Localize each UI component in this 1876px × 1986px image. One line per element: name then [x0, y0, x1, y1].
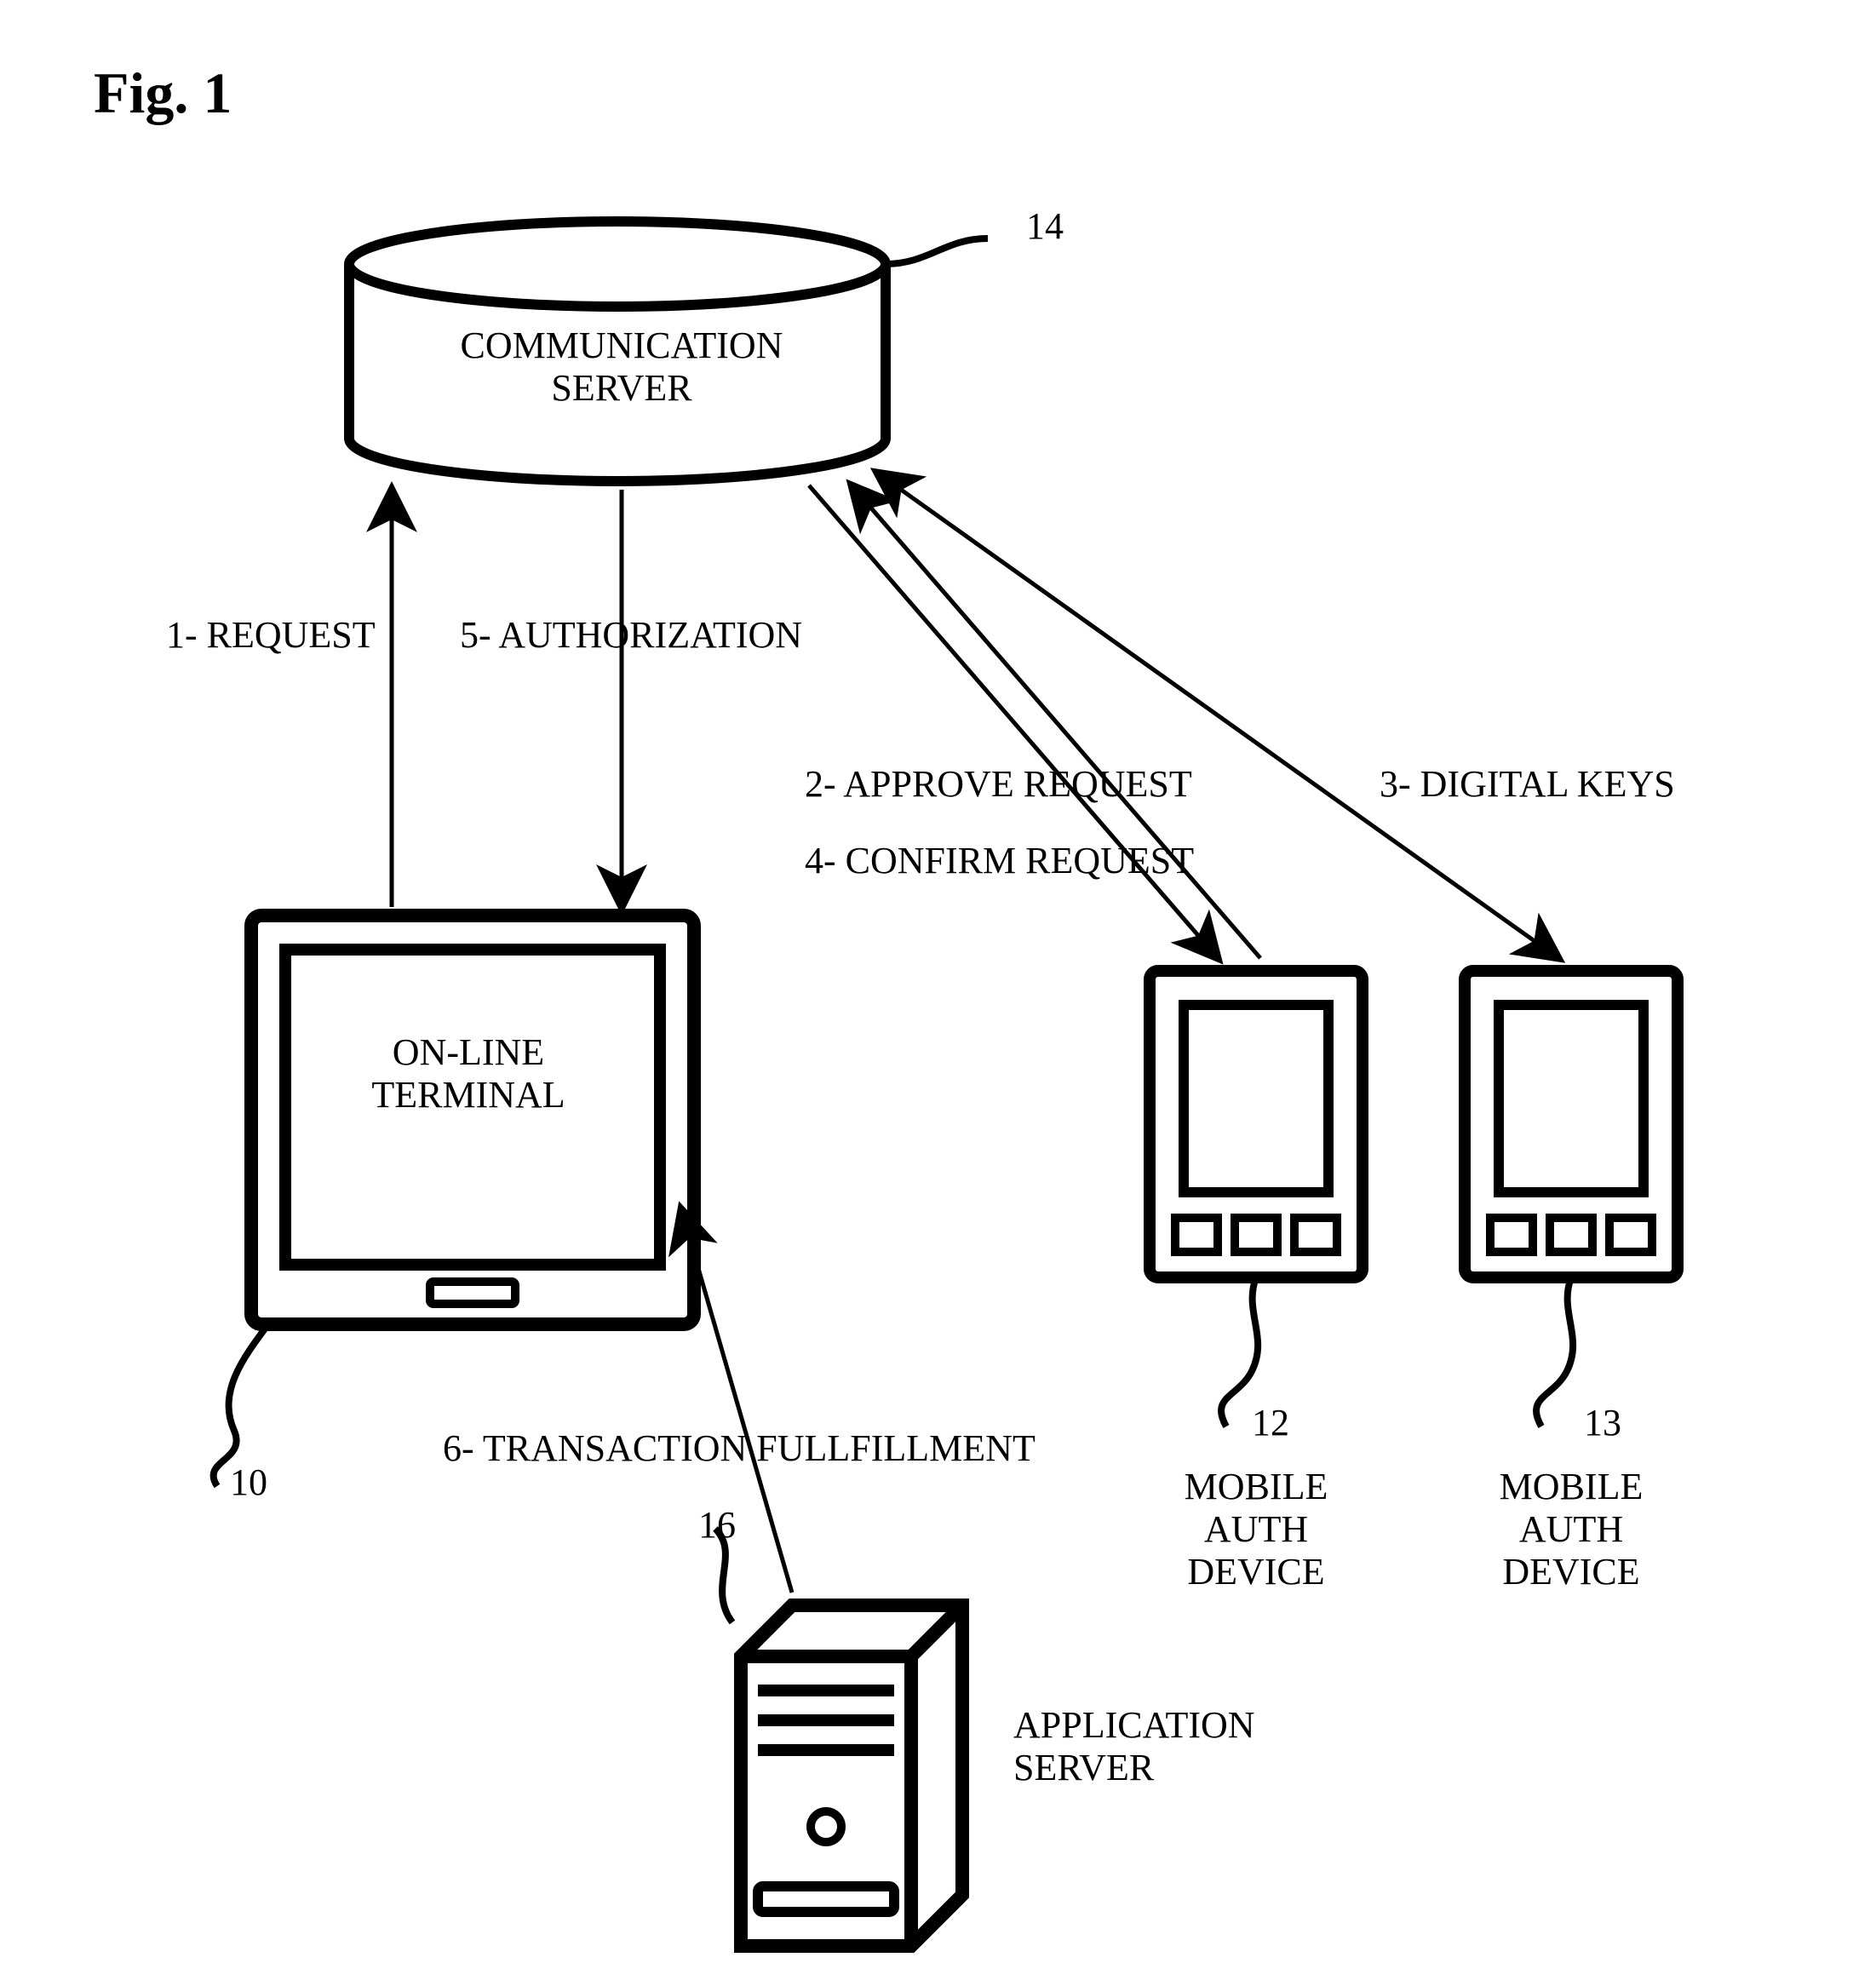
mobile1-icon	[1150, 971, 1363, 1426]
terminal-label-2: TERMINAL	[307, 1073, 630, 1116]
comm-server-label-2: SERVER	[460, 366, 783, 410]
mobile1-label-1: MOBILE	[1158, 1465, 1354, 1508]
arrow-confirm	[852, 485, 1260, 958]
terminal-icon	[214, 916, 694, 1486]
mobile2-icon	[1465, 971, 1678, 1426]
flow-4-confirm: 4- CONFIRM REQUEST	[805, 839, 1194, 882]
flow-5-authorization: 5- AUTHORIZATION	[460, 613, 802, 657]
mobile1-ref: 12	[1252, 1402, 1289, 1444]
terminal-label-1: ON-LINE	[307, 1030, 630, 1074]
arrow-digital-keys	[877, 473, 1558, 958]
arrow-approve	[809, 485, 1218, 958]
diagram-svg: 14 10 12	[0, 0, 1876, 1986]
mobile1-label-3: DEVICE	[1158, 1550, 1354, 1593]
comm-server-label-1: COMMUNICATION	[460, 324, 783, 367]
mobile1-label-2: AUTH	[1158, 1507, 1354, 1551]
flow-3-digital-keys: 3- DIGITAL KEYS	[1380, 762, 1675, 806]
diagram-page: Fig. 1 14 10	[0, 0, 1876, 1986]
flow-2-approve: 2- APPROVE REQUEST	[805, 762, 1192, 806]
app-server-label-1: APPLICATION	[1013, 1703, 1255, 1747]
app-server-icon	[715, 1529, 962, 1946]
terminal-ref: 10	[230, 1461, 267, 1503]
mobile2-label-1: MOBILE	[1473, 1465, 1669, 1508]
mobile2-label-3: DEVICE	[1473, 1550, 1669, 1593]
app-server-label-2: SERVER	[1013, 1746, 1154, 1789]
mobile2-ref: 13	[1584, 1402, 1621, 1444]
flow-1-request: 1- REQUEST	[166, 613, 376, 657]
comm-server-ref: 14	[1026, 205, 1064, 247]
mobile2-label-2: AUTH	[1473, 1507, 1669, 1551]
flow-6-fulfillment: 6- TRANSACTION FULLFILLMENT	[443, 1426, 1036, 1470]
app-server-ref: 16	[698, 1504, 736, 1546]
